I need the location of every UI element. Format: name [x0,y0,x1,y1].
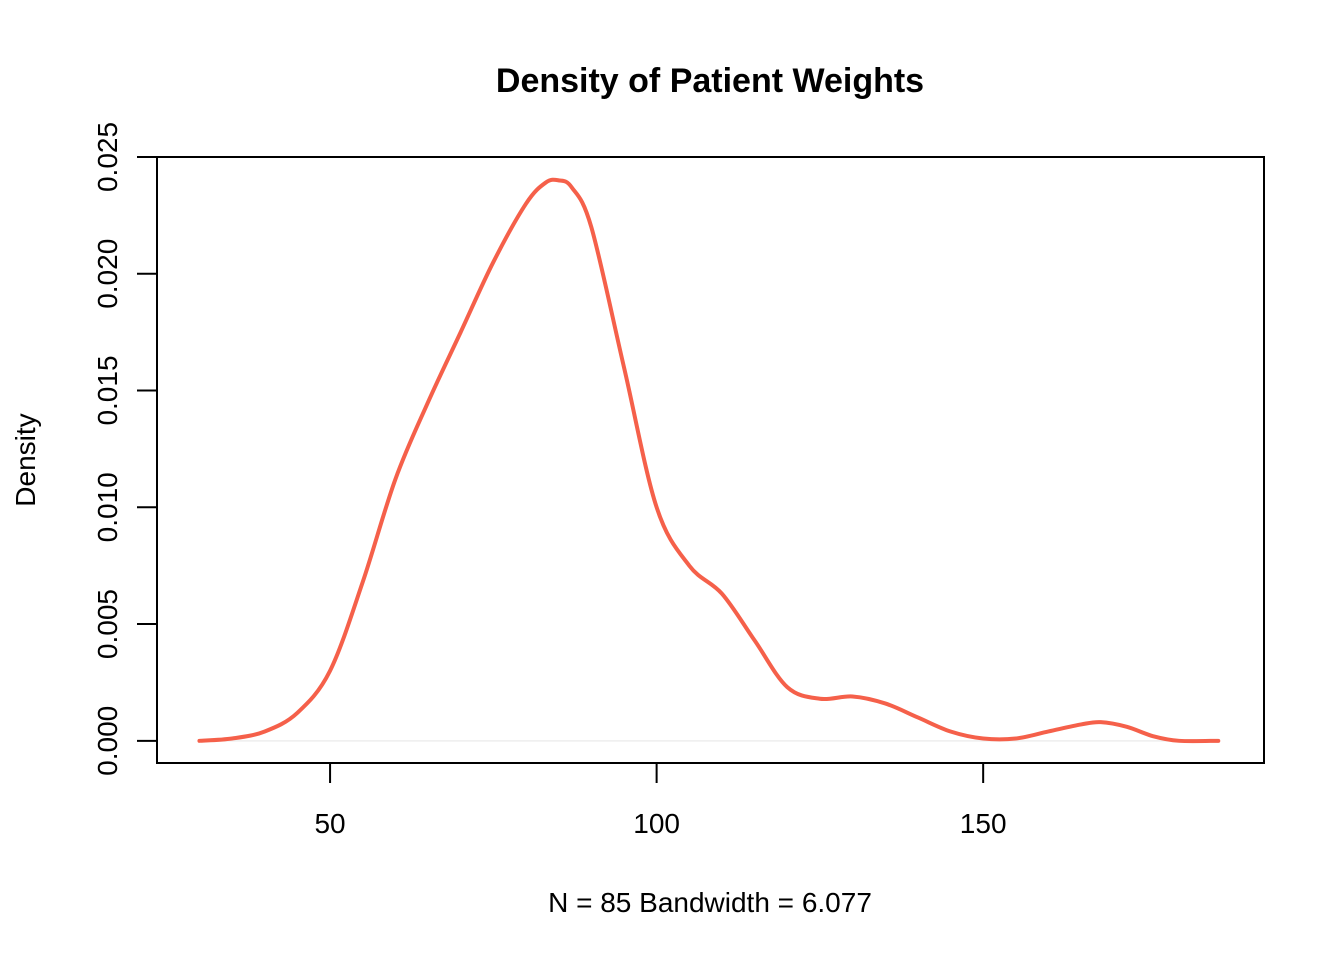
plot-frame [156,156,1265,764]
y-tick-label: 0.000 [92,706,123,776]
x-tick-label: 150 [960,808,1007,839]
chart-title: Density of Patient Weights [496,62,924,100]
y-axis-label: Density [10,413,41,506]
density-line [197,177,1221,744]
x-tick-label: 50 [314,808,345,839]
y-tick-label: 0.005 [92,589,123,659]
y-tick-label: 0.025 [92,122,123,192]
x-tick-label: 100 [633,808,680,839]
y-tick-label: 0.015 [92,355,123,425]
y-tick-label: 0.020 [92,239,123,309]
x-axis-label: N = 85 Bandwidth = 6.077 [548,887,872,918]
x-axis: 50 100 150 [314,762,1007,839]
y-tick-label: 0.010 [92,472,123,542]
y-axis: 0.000 0.005 0.010 0.015 0.020 0.025 [92,122,158,776]
